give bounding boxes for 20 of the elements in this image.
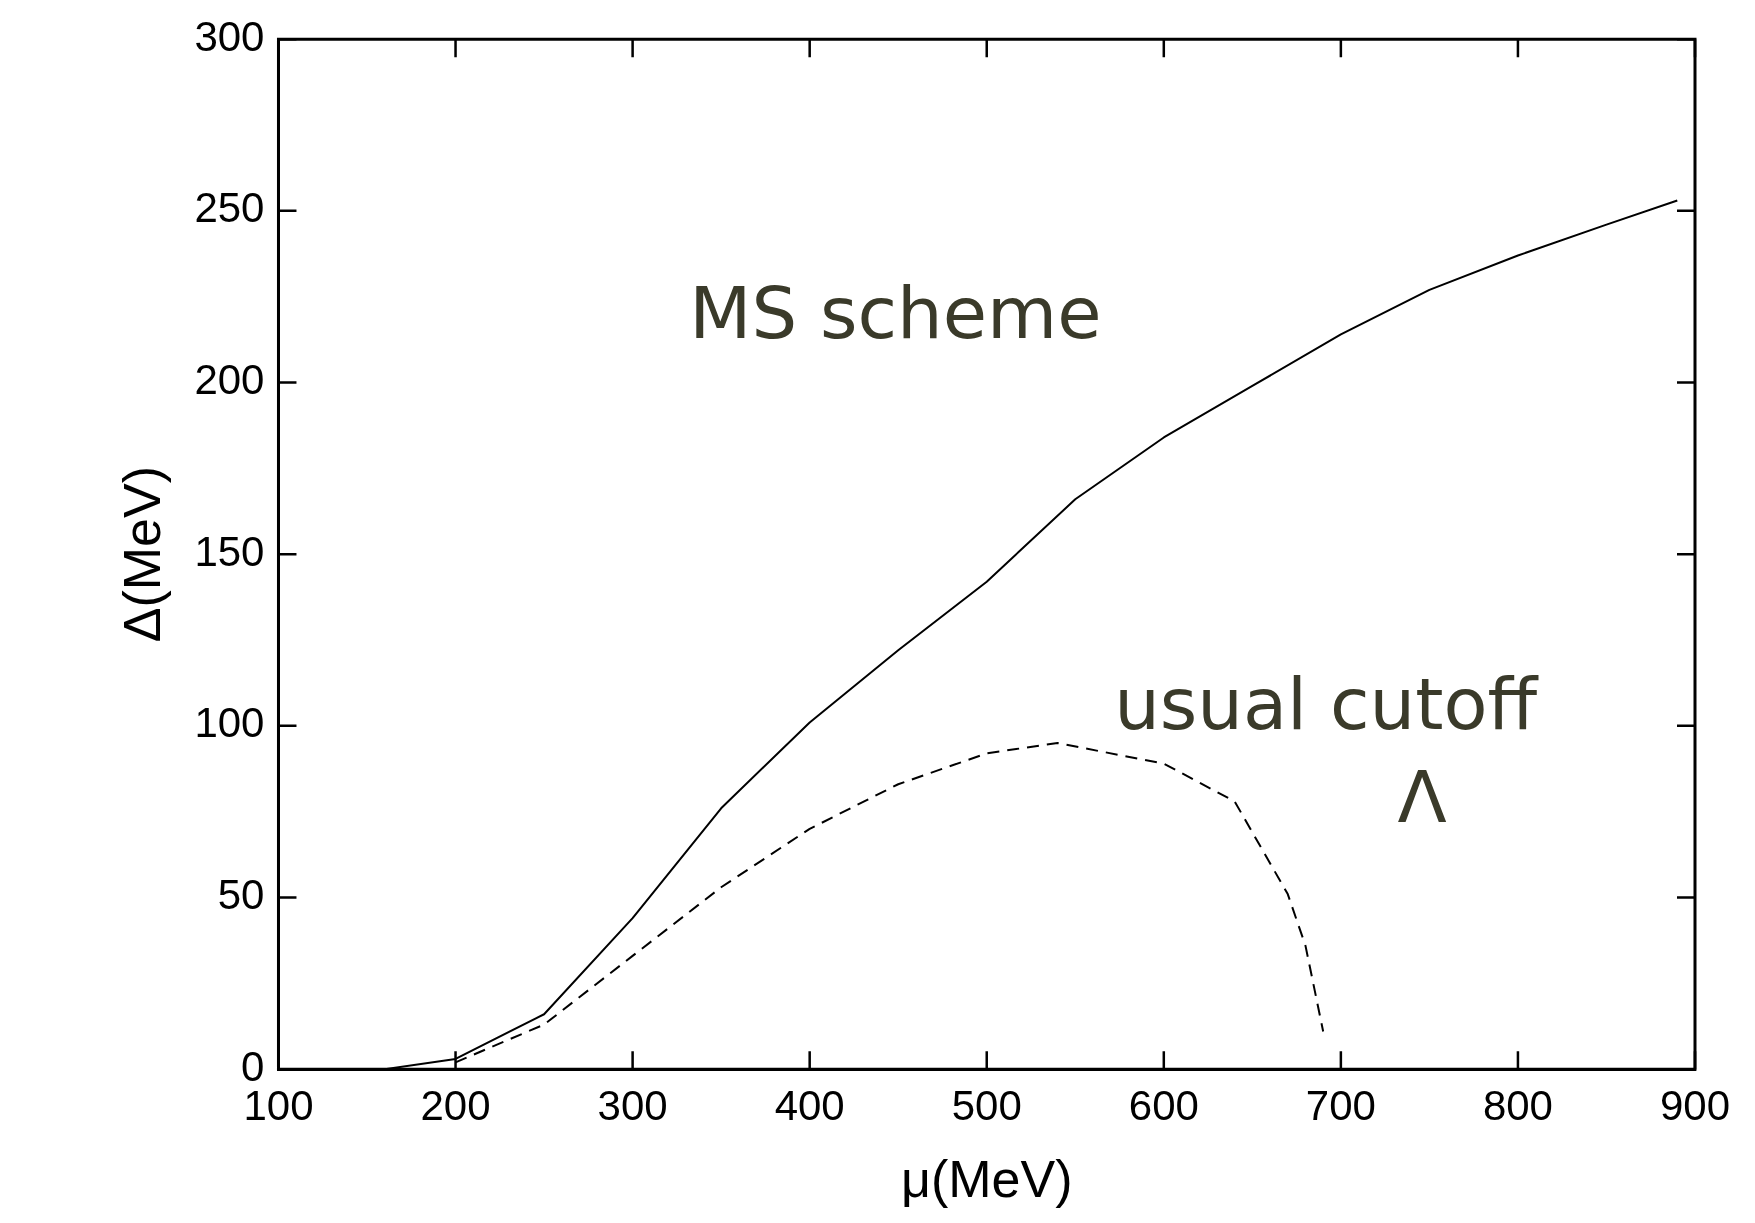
y-tick-label: 250 — [194, 184, 265, 232]
x-tick-label: 400 — [774, 1081, 845, 1129]
x-tick-label: 700 — [1305, 1081, 1376, 1129]
y-axis-title: Δ(MeV) — [112, 466, 171, 643]
x-axis-title: μ(MeV) — [900, 1150, 1073, 1209]
annotation: usual cutoff — [1114, 662, 1539, 747]
y-tick-label: 300 — [194, 12, 265, 60]
x-tick-label: 800 — [1482, 1081, 1553, 1129]
annotation: Λ — [1397, 755, 1447, 839]
y-tick-label: 50 — [217, 871, 265, 919]
y-tick-label: 100 — [194, 699, 265, 747]
x-tick-label: 200 — [420, 1081, 491, 1129]
y-tick-label: 150 — [194, 527, 265, 575]
x-tick-label: 600 — [1128, 1081, 1199, 1129]
x-tick-label: 500 — [951, 1081, 1022, 1129]
x-tick-label: 300 — [597, 1081, 668, 1129]
x-tick-label: 900 — [1659, 1081, 1731, 1129]
y-tick-label: 200 — [194, 356, 265, 404]
y-tick-label: 0 — [241, 1042, 265, 1090]
annotation: MS scheme — [689, 270, 1102, 355]
